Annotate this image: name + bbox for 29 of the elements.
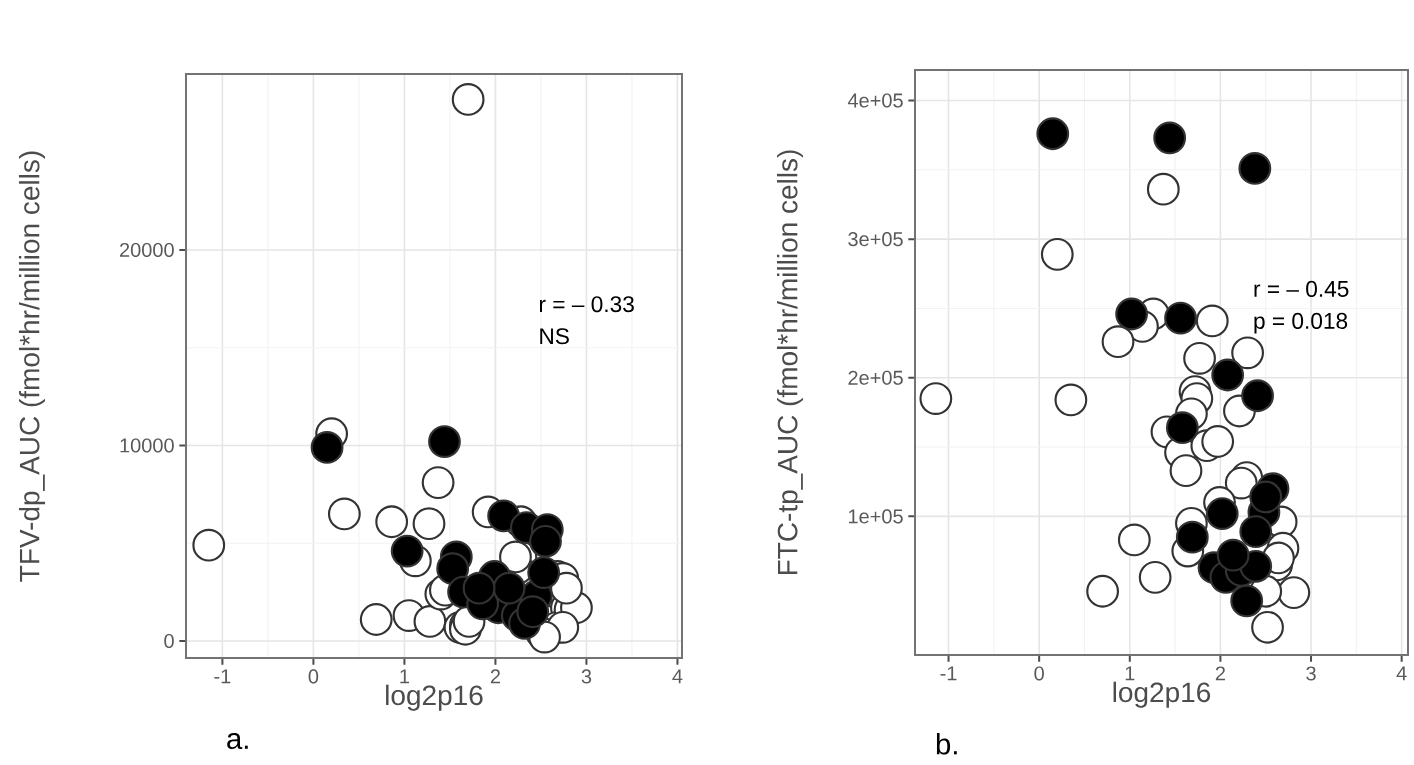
x-tick-label: -1 (940, 666, 957, 681)
x-tick-label: 2 (490, 669, 500, 684)
x-tick-label: 2 (1215, 666, 1225, 681)
x-tick-label: 1 (1125, 666, 1135, 681)
x-tick-label: 0 (308, 669, 319, 684)
y-tick-label: 20000 (120, 242, 174, 258)
text: a. (227, 733, 248, 750)
annotation: r = – 0.45 (1254, 280, 1349, 297)
x-tick-label: 4 (1396, 666, 1407, 681)
x-tick-label: 1 (400, 669, 410, 684)
x-tick-label: 0 (1034, 666, 1044, 681)
y-tick-label: 1e+05 (848, 509, 903, 524)
x-tick-label: 3 (1306, 666, 1316, 681)
x-tick-label: 4 (672, 669, 683, 684)
y-tick-label: 4e+05 (847, 93, 903, 108)
x-tick-label: 3 (581, 669, 592, 684)
y-tick-label: 2e+05 (848, 370, 903, 385)
y-axis-title: FTC-tp_AUC (fmol*hr/million cells) (776, 150, 804, 575)
annotation: NS (540, 328, 569, 345)
x-axis-title: log2p16 (1113, 681, 1211, 708)
y-tick-label: 10000 (120, 438, 174, 453)
text: b. (936, 733, 957, 755)
annotation: p = 0.018 (1254, 312, 1348, 334)
annotation: r = – 0.33 (539, 296, 634, 313)
y-axis-title: TFV-dp_AUC (fmol*hr/million cells) (18, 151, 46, 582)
y-tick-label: 3e+05 (848, 232, 903, 247)
x-axis-title: log2p16 (386, 684, 483, 711)
y-tick-label: 0 (164, 633, 174, 649)
x-tick-label: -1 (214, 669, 231, 684)
